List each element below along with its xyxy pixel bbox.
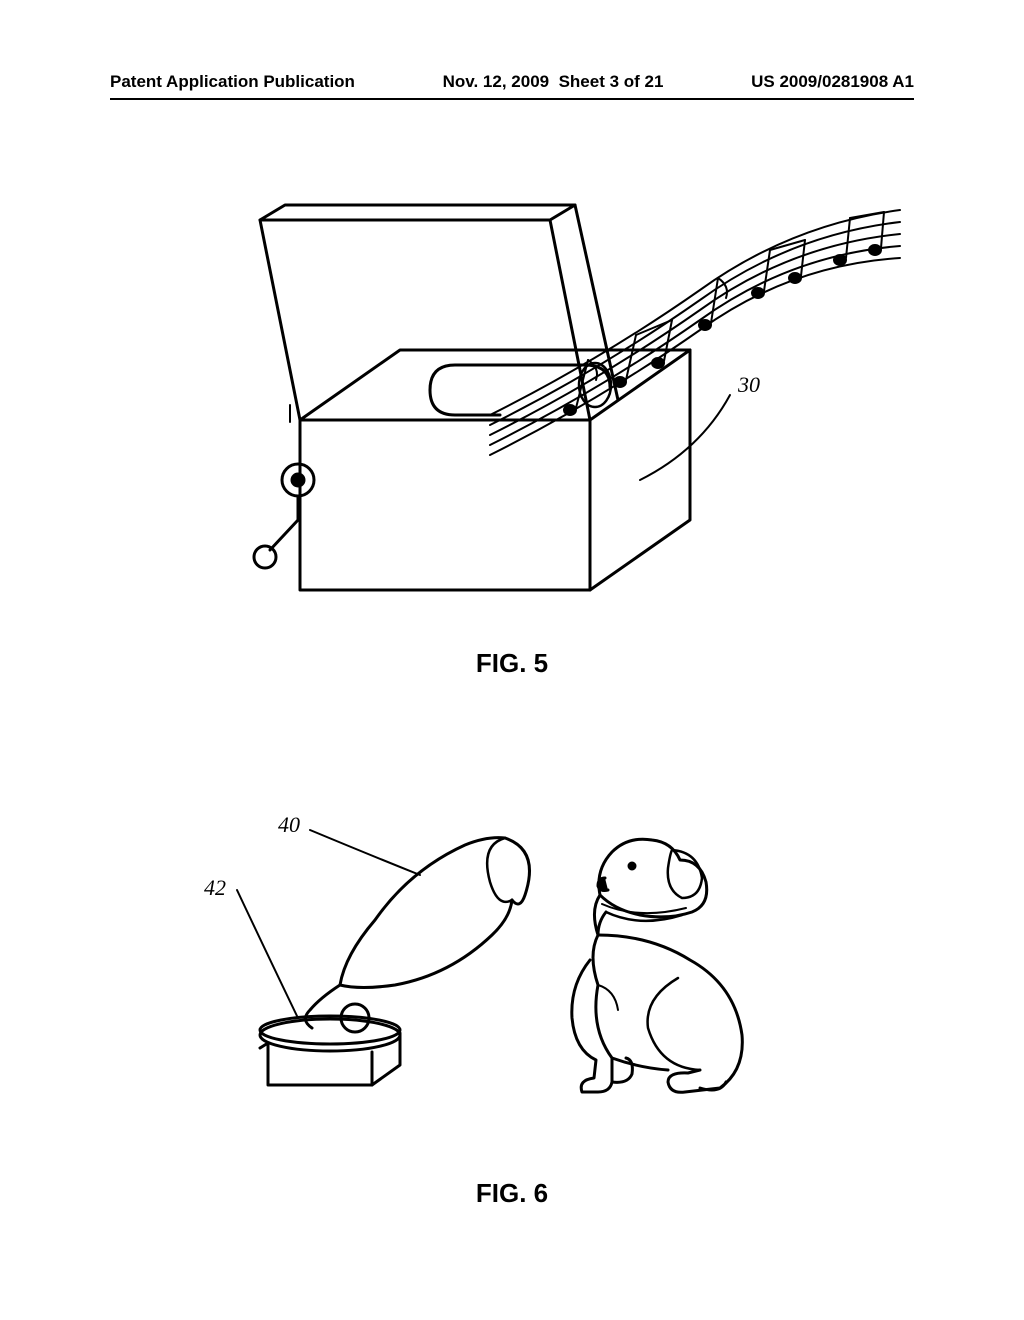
ref-number-40: 40: [278, 812, 300, 838]
figure-6-label: FIG. 6: [0, 1178, 1024, 1209]
figure-5-label: FIG. 5: [0, 648, 1024, 679]
ref-number-42: 42: [204, 875, 226, 901]
fig5-svg: [0, 160, 1024, 640]
figure-5: 30: [0, 160, 1024, 640]
header-pub-number: US 2009/0281908 A1: [751, 72, 914, 92]
fig6-svg: [0, 760, 1024, 1120]
figure-6: 40 42: [0, 760, 1024, 1120]
patent-header: Patent Application Publication Nov. 12, …: [0, 72, 1024, 92]
ref-number-30: 30: [738, 372, 760, 398]
header-rule: [110, 98, 914, 100]
header-date-sheet: Nov. 12, 2009 Sheet 3 of 21: [443, 72, 664, 92]
header-pub-type: Patent Application Publication: [110, 72, 355, 92]
